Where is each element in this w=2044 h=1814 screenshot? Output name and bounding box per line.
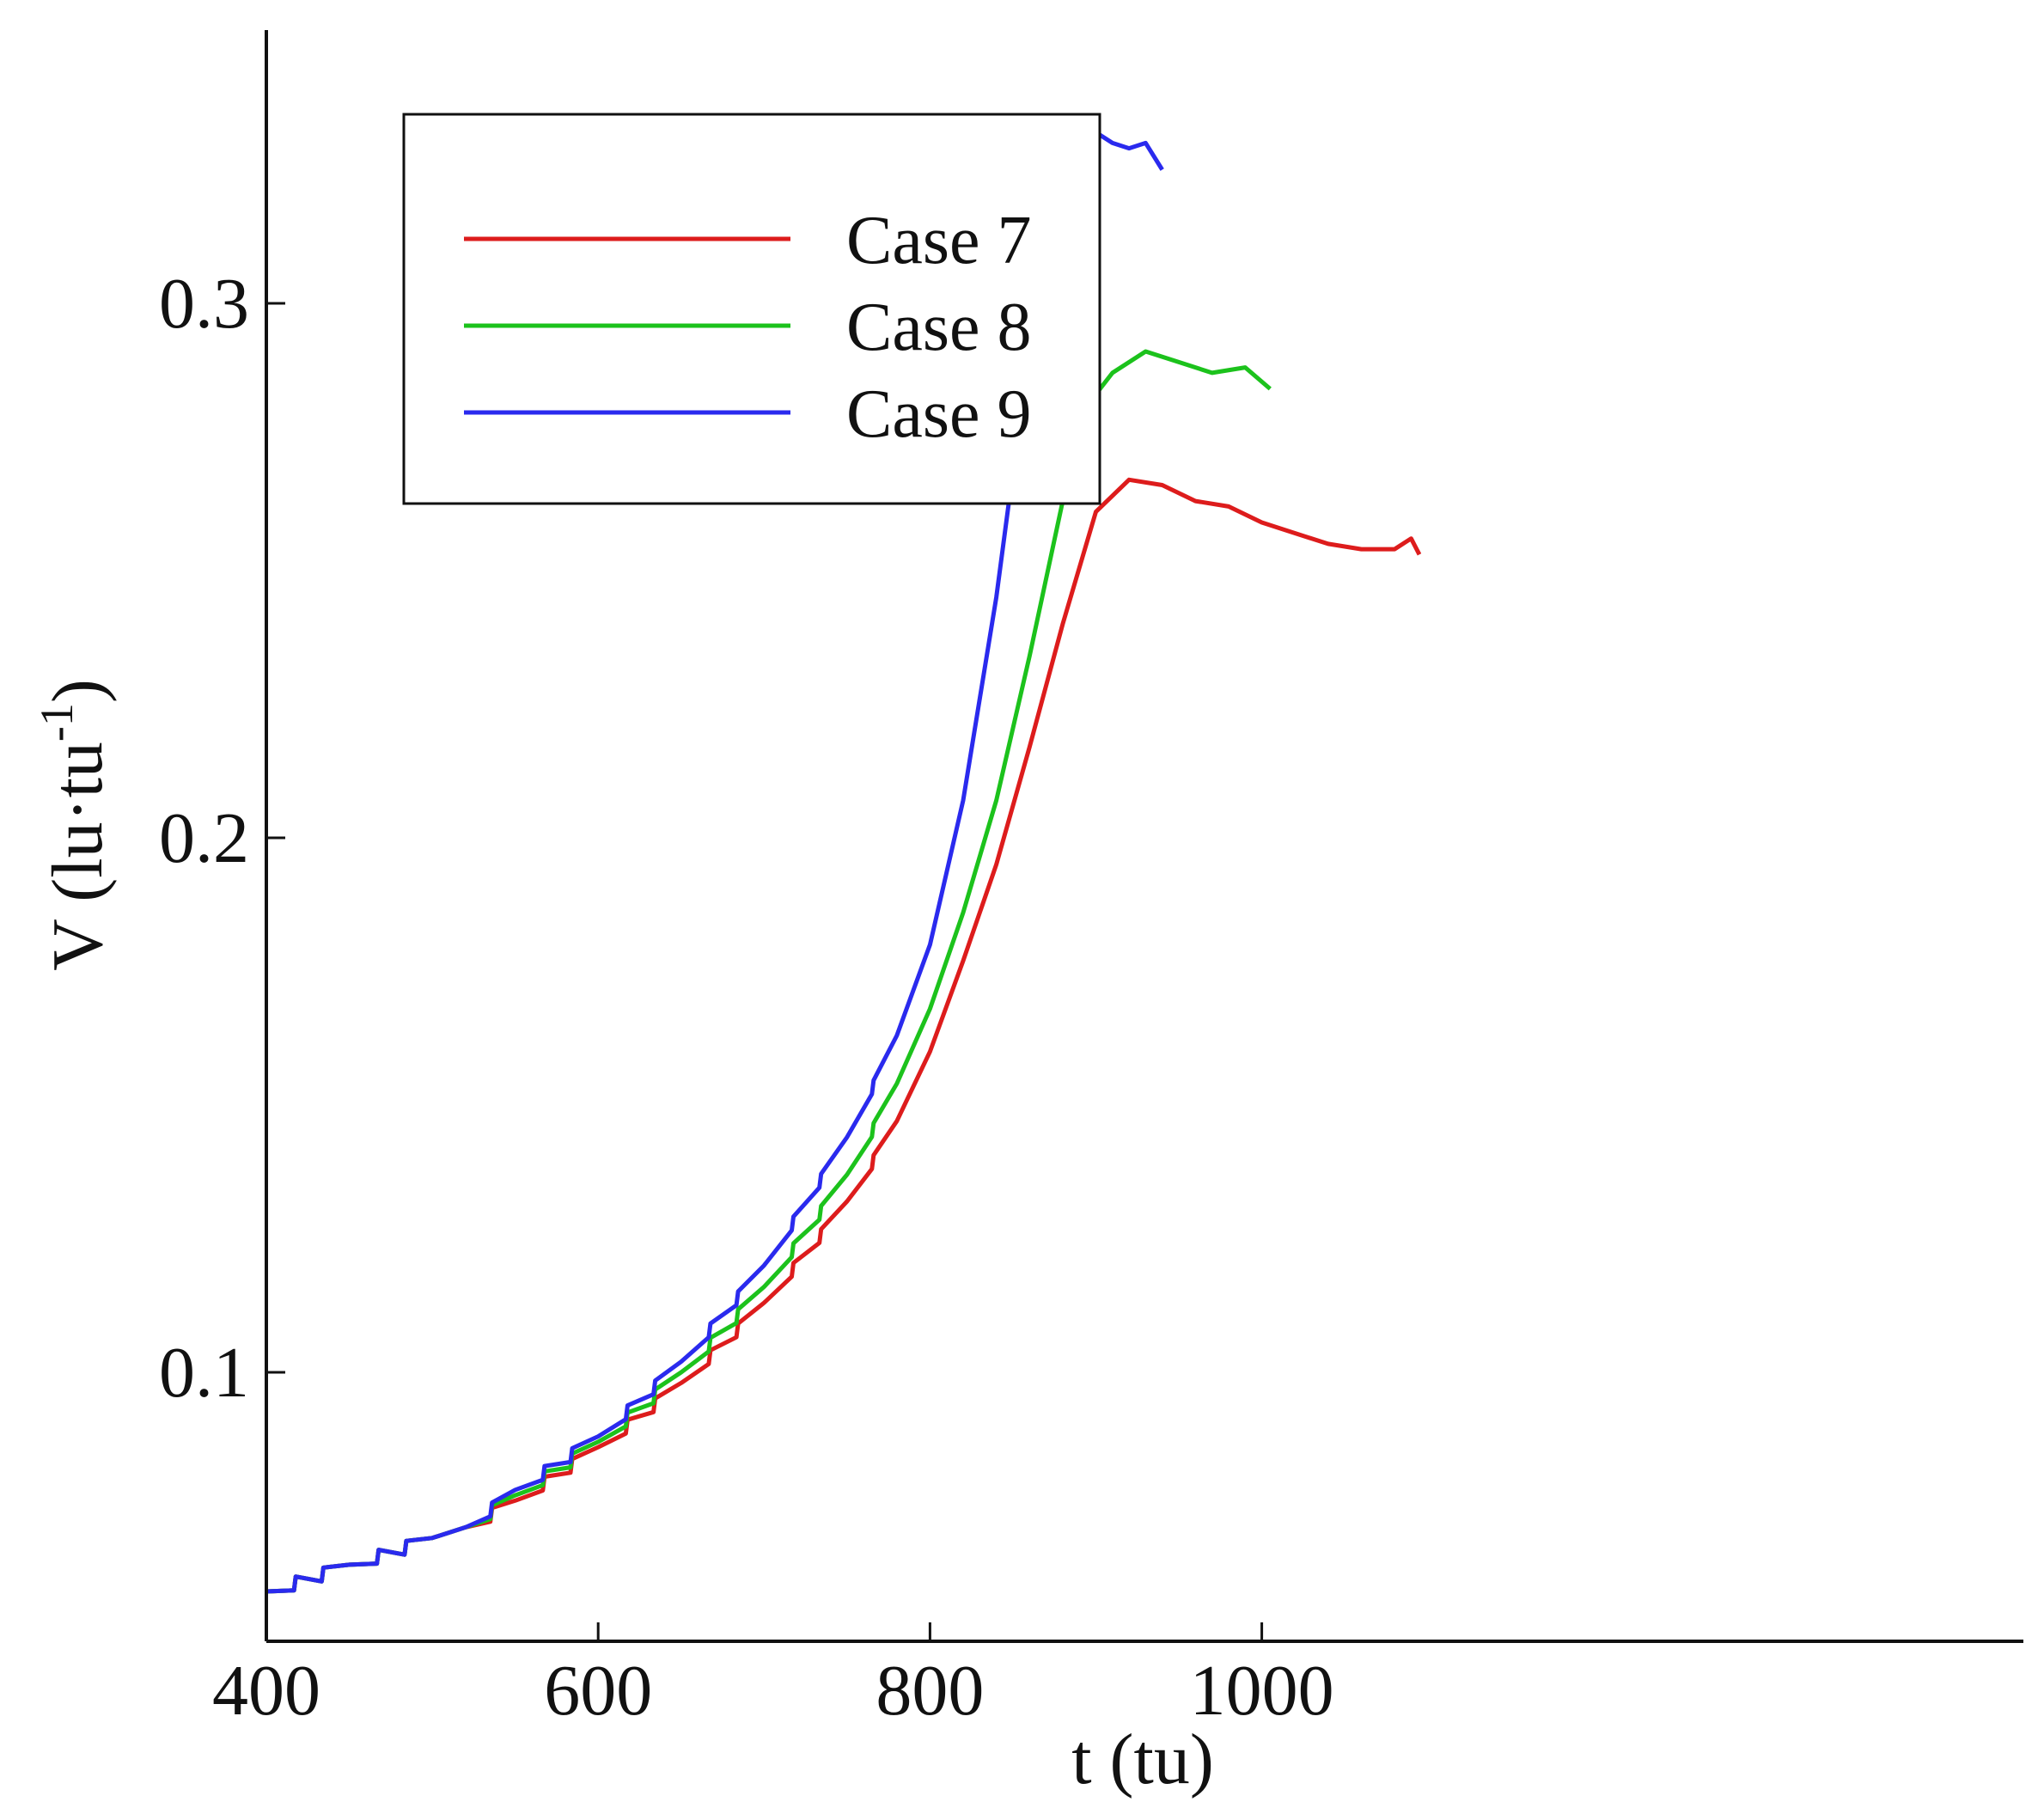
y-tick-label: 0.1 — [159, 1333, 249, 1413]
legend-label: Case 9 — [846, 376, 1032, 452]
y-tick-label: 0.2 — [159, 798, 249, 878]
legend: Case 7 Case 8 Case 9 — [402, 113, 1101, 505]
x-tick-label: 800 — [876, 1651, 984, 1731]
legend-box — [402, 113, 1101, 505]
series-line-7 — [265, 477, 1422, 1594]
y-axis-title: V (lu·tu-1) — [31, 679, 118, 971]
axes: 400 600 800 1000 0.1 0.2 0.3 — [159, 30, 2023, 1731]
x-tick-label: 400 — [212, 1651, 320, 1731]
x-tick-label: 1000 — [1190, 1651, 1334, 1731]
legend-label: Case 8 — [846, 290, 1032, 365]
series-line-8 — [265, 349, 1272, 1594]
x-axis-title: t (tu) — [1071, 1719, 1214, 1799]
y-axis-title-superscript: -1 — [31, 703, 82, 742]
x-tick-label: 600 — [544, 1651, 652, 1731]
y-tick-label: 0.3 — [159, 264, 249, 344]
legend-label: Case 7 — [846, 203, 1032, 278]
